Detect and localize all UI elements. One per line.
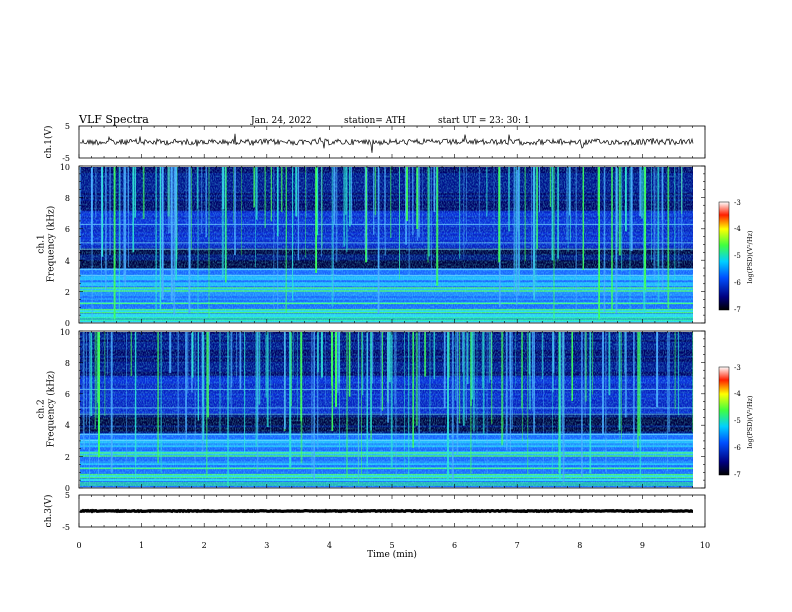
ch2-spectrogram-panel: 10 8 6 4 2 0 ch.2Frequency (kHz) [36, 328, 706, 493]
x-tick-label: 9 [640, 541, 645, 550]
ch1-spec-ytick-2: 2 [65, 288, 70, 297]
ch1-colorbar-label: log(PSD)(V²/Hz) [746, 230, 754, 283]
ch1-ytick-bottom: -5 [62, 154, 70, 163]
ch2-cb-tick-3: -3 [734, 364, 741, 372]
ch2-cb-tick-7: -7 [734, 471, 741, 479]
ch2-spectrogram-ylabel: ch.2Frequency (kHz) [36, 371, 56, 448]
ch1-spec-ytick-6: 6 [65, 225, 70, 234]
ylabel-line: ch.1 [36, 234, 46, 253]
ch2-cb-tick-6: -6 [734, 444, 741, 452]
ch2-spec-ytick-0: 0 [65, 484, 70, 493]
x-tick-label: 0 [76, 541, 81, 550]
station-label: station= ATH [344, 116, 406, 126]
ch2-spec-ytick-4: 4 [65, 421, 70, 430]
ch1-spectrogram-panel: 10 8 6 4 2 0 ch.1Frequency (kHz) [36, 163, 706, 328]
ch3-waveform-ylabel: ch.3(V) [43, 495, 54, 528]
ch1-cb-tick-7: -7 [734, 306, 741, 314]
ch2-spec-ytick-10: 10 [60, 328, 70, 337]
ch1-spec-ytick-8: 8 [65, 194, 70, 203]
time-axis-label: Time (min) [367, 549, 417, 560]
ch2-cb-tick-5: -5 [734, 417, 741, 425]
ch2-spectrogram-noise [80, 332, 693, 487]
ch2-spec-ytick-2: 2 [65, 453, 70, 462]
ch1-colorbar: -3 -4 -5 -6 -7 log(PSD)(V²/Hz) [718, 199, 754, 314]
ylabel-line: Frequency (kHz) [45, 371, 56, 448]
ch3-waveform-panel: 5 -5 ch.3(V) [43, 491, 706, 532]
x-tick-label: 7 [515, 541, 520, 550]
ch1-cb-tick-3: -3 [734, 199, 741, 207]
date-label: Jan. 24, 2022 [250, 116, 312, 126]
x-tick-label: 5 [389, 541, 394, 550]
ch1-cb-tick-5: -5 [734, 252, 741, 260]
ch2-cb-tick-4: -4 [734, 390, 741, 398]
ch2-colorbar-label: log(PSD)(V²/Hz) [746, 395, 754, 448]
x-tick-label: 4 [327, 541, 332, 550]
ch1-spec-ytick-0: 0 [65, 319, 70, 328]
ch2-spec-ytick-6: 6 [65, 390, 70, 399]
ch1-waveform-panel: 5 -5 ch.1(V) [43, 122, 706, 163]
ch1-waveform-line [79, 133, 694, 153]
x-tick-label: 8 [577, 541, 582, 550]
ch3-ytick-top: 5 [65, 491, 70, 500]
ch1-ytick-top: 5 [65, 122, 70, 131]
ch1-spec-ytick-4: 4 [65, 257, 70, 266]
ch1-waveform-frame [78, 125, 706, 159]
ch1-spectrogram-noise [80, 167, 693, 322]
ch1-spectrogram-ylabel: ch.1Frequency (kHz) [36, 206, 56, 283]
time-axis-ticks: 0 1 2 3 4 5 6 7 8 9 10 [76, 126, 710, 550]
ch3-ytick-bottom: -5 [62, 523, 70, 532]
figure-title: VLF Spectra [78, 113, 149, 126]
ch2-colorbar: -3 -4 -5 -6 -7 log(PSD)(V²/Hz) [718, 364, 754, 479]
x-tick-label: 1 [139, 541, 144, 550]
ch1-spec-ytick-10: 10 [60, 163, 70, 172]
ch1-waveform-ylabel: ch.1(V) [43, 126, 54, 159]
x-tick-label: 10 [700, 541, 710, 550]
ylabel-line: ch.2 [36, 399, 46, 418]
ch2-colorbar-scale [718, 366, 730, 476]
ch1-colorbar-scale [718, 201, 730, 311]
ch3-waveform-line [79, 508, 693, 514]
x-tick-label: 2 [202, 541, 207, 550]
x-tick-label: 6 [452, 541, 457, 550]
ylabel-line: Frequency (kHz) [45, 206, 56, 283]
ch2-spec-ytick-8: 8 [65, 359, 70, 368]
start-time-label: start UT = 23: 30: 1 [438, 116, 530, 126]
ch1-cb-tick-4: -4 [734, 225, 741, 233]
x-tick-label: 3 [264, 541, 269, 550]
ch1-cb-tick-6: -6 [734, 279, 741, 287]
